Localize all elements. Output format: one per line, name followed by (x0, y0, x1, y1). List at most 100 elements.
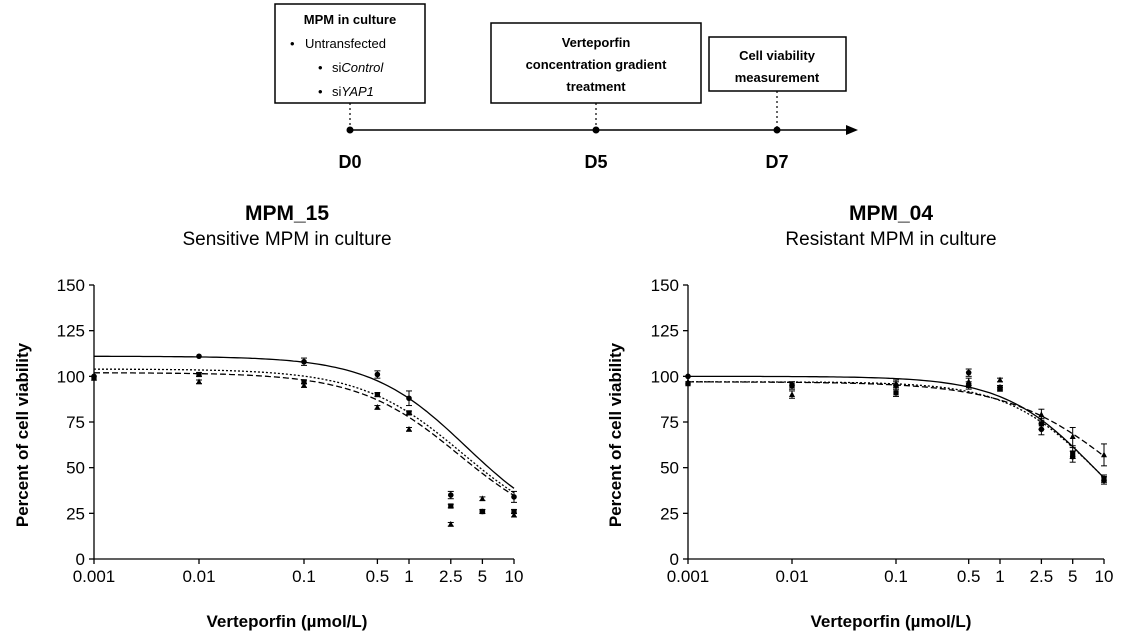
timeline-box-measurement (708, 36, 847, 92)
timeline-schematic: MPM in culture • Untransfected • siContr… (274, 3, 858, 172)
data-point-series-2 (893, 390, 899, 396)
day-label-d5: D5 (584, 152, 607, 172)
x-tick-label: 0.001 (667, 567, 710, 586)
data-point-series-2 (1038, 421, 1044, 427)
measurement-line-1: Cell viability (739, 48, 816, 63)
data-point-series-2 (1101, 476, 1107, 482)
y-tick-label: 25 (66, 504, 85, 523)
data-point-series-2 (448, 503, 454, 509)
data-point-series-1 (511, 494, 517, 500)
data-point-series-3 (91, 374, 97, 381)
data-point-series-3 (196, 378, 202, 385)
timeline-box-culture (274, 3, 426, 104)
data-point-series-3 (447, 520, 454, 527)
data-point-series-2 (301, 379, 307, 385)
y-tick-label: 0 (76, 550, 85, 569)
data-point-series-1 (374, 371, 381, 378)
culture-item-sicontrol: siControl (332, 60, 384, 75)
y-tick-label: 125 (57, 322, 85, 341)
y-tick-label: 0 (670, 550, 679, 569)
data-point-series-1 (965, 369, 972, 376)
culture-box-items: • Untransfected • siControl • siYAP1 (290, 36, 386, 99)
data-point-series-2 (789, 382, 795, 389)
x-axis-label: Verteporfin (µmol/L) (207, 612, 368, 631)
data-point-series-3 (997, 376, 1003, 383)
timepoint-dot-d0 (346, 126, 354, 134)
bullet-icon: • (318, 60, 323, 75)
measurement-line-2: measurement (735, 70, 820, 85)
x-tick-label: 0.1 (884, 567, 908, 586)
fit-curve-series-2 (93, 368, 515, 494)
data-point-series-3 (1038, 411, 1045, 418)
y-tick-label: 150 (57, 276, 85, 295)
data-point-series-3 (685, 378, 691, 385)
data-point-series-3 (789, 391, 795, 397)
chart-mpm04: MPM_04 Resistant MPM in culture Percent … (606, 202, 1113, 631)
data-point-series-3 (479, 495, 486, 502)
data-point-series-3 (511, 511, 517, 518)
x-tick-label: 1 (995, 567, 1004, 586)
chart-subtitle: Resistant MPM in culture (785, 229, 996, 250)
y-tick-label: 100 (651, 367, 679, 386)
x-tick-label: 0.1 (292, 567, 316, 586)
data-point-series-2 (406, 410, 412, 416)
data-point-series-1 (685, 373, 691, 380)
fit-curve-series-1 (94, 355, 515, 489)
y-tick-label: 75 (66, 413, 85, 432)
x-tick-label: 10 (1095, 567, 1114, 586)
bullet-icon: • (318, 84, 323, 99)
y-tick-label: 50 (66, 459, 85, 478)
x-tick-label: 0.001 (73, 567, 116, 586)
culture-item-untransfected: Untransfected (305, 36, 386, 51)
data-point-series-1 (196, 353, 202, 360)
plot-area: 0 25 50 75 100 125 150 0.001 0.01 0.1 0.5 1 2.5 5 10 (651, 276, 1114, 586)
data-point-series-2 (1070, 450, 1076, 456)
y-axis-label: Percent of cell viability (606, 342, 625, 527)
x-tick-label: 0.01 (182, 567, 215, 586)
x-tick-label: 2.5 (1030, 567, 1054, 586)
data-point-series-1 (301, 358, 307, 365)
bullet-icon: • (290, 36, 295, 51)
x-tick-label: 1 (404, 567, 413, 586)
x-tick-label: 5 (1068, 567, 1077, 586)
day-label-d7: D7 (765, 152, 788, 172)
timepoint-dot-d5 (592, 126, 600, 134)
y-axis-label: Percent of cell viability (13, 342, 32, 527)
x-tick-label: 2.5 (439, 567, 463, 586)
fit-curve-series-3 (94, 372, 515, 497)
y-tick-label: 100 (57, 367, 85, 386)
y-tick-label: 75 (660, 413, 679, 432)
x-tick-label: 0.5 (957, 567, 981, 586)
data-point-series-3 (374, 403, 381, 410)
treatment-line-2: concentration gradient (526, 57, 668, 72)
fit-curve-series-1 (688, 375, 1105, 479)
chart-mpm15: MPM_15 Sensitive MPM in culture Percent … (13, 202, 523, 631)
data-point-series-2 (196, 371, 202, 378)
data-point-series-1 (447, 492, 454, 498)
timeline-box-treatment (490, 22, 702, 104)
x-axis-label: Verteporfin (µmol/L) (811, 612, 972, 631)
culture-box-title: MPM in culture (304, 12, 396, 27)
plot-area: 0 25 50 75 100 125 150 0.001 0.01 0.1 0.5 1 2.5 5 10 (57, 276, 524, 586)
data-point-series-3 (965, 378, 972, 385)
y-tick-label: 125 (651, 322, 679, 341)
y-tick-label: 25 (660, 504, 679, 523)
data-point-series-3 (893, 380, 899, 387)
x-tick-label: 0.5 (366, 567, 390, 586)
treatment-line-3: treatment (566, 79, 626, 94)
timepoint-dot-d7 (773, 126, 781, 134)
data-point-series-2 (511, 508, 517, 515)
chart-title: MPM_04 (849, 202, 933, 225)
data-point-series-1 (406, 395, 412, 402)
data-point-series-2 (479, 508, 485, 515)
data-point-series-2 (997, 386, 1003, 392)
treatment-line-1: Verteporfin (562, 35, 631, 50)
arrow-head-icon (846, 125, 858, 135)
data-point-series-3 (301, 382, 307, 388)
x-tick-label: 10 (505, 567, 524, 586)
chart-subtitle: Sensitive MPM in culture (182, 229, 391, 250)
x-tick-label: 5 (478, 567, 487, 586)
data-point-series-3 (1101, 451, 1107, 458)
y-tick-label: 150 (651, 276, 679, 295)
